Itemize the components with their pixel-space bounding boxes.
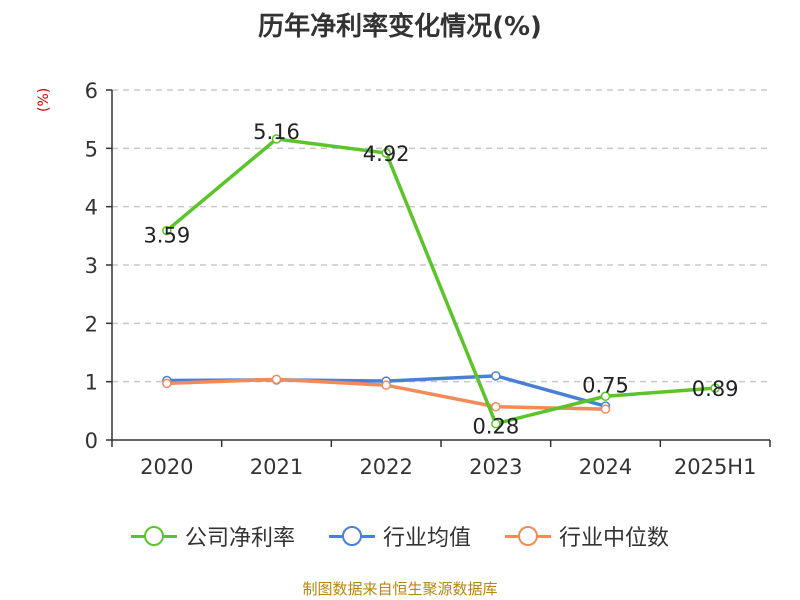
y-tick-label-4: 4 <box>85 196 98 220</box>
series-0-point-2025H1 <box>710 383 720 393</box>
legend-item-industry-median[interactable]: 行业中位数 <box>505 520 669 552</box>
data-label-2021: 5.16 <box>253 120 300 144</box>
x-tick-label-2020: 2020 <box>140 455 193 479</box>
x-tick-label-2024: 2024 <box>579 455 632 479</box>
series-line-0 <box>165 137 716 426</box>
data-label-2023: 0.28 <box>472 415 519 439</box>
legend-item-company[interactable]: 公司净利率 <box>130 520 295 552</box>
series-0-point-2022 <box>381 148 391 158</box>
legend: 公司净利率 行业均值 行业中位数 <box>0 520 800 552</box>
y-tick-label-5: 5 <box>85 137 98 161</box>
data-label-2022: 4.92 <box>363 142 410 166</box>
data-label-2025H1: 0.89 <box>692 377 739 401</box>
data-label-2024: 0.75 <box>582 373 629 397</box>
legend-swatch-industry-median <box>505 526 551 546</box>
chart-title: 历年净利率变化情况(%) <box>258 12 542 42</box>
series-0-point-2024 <box>600 391 611 401</box>
data-source-note: 制图数据来自恒生聚源数据库 <box>302 580 498 598</box>
series-2-point-2024 <box>600 404 611 414</box>
legend-swatch-industry-mean <box>328 526 375 546</box>
y-tick-label-0: 0 <box>85 429 98 453</box>
series-0-point-2020 <box>162 225 172 236</box>
x-tick-label-2022: 2022 <box>359 455 412 479</box>
series-2-point-2022 <box>381 380 391 390</box>
legend-label-company: 公司净利率 <box>184 526 295 551</box>
series-2-point-2023 <box>491 402 501 412</box>
legend-label-industry-median: 行业中位数 <box>559 526 670 551</box>
legend-swatch-company <box>130 526 177 546</box>
series-0-point-2021 <box>271 134 282 144</box>
y-tick-label-1: 1 <box>85 371 98 395</box>
series-0-point-2023 <box>491 418 501 429</box>
x-tick-label-2025H1: 2025H1 <box>674 455 757 479</box>
x-tick-label-2021: 2021 <box>250 455 303 479</box>
legend-item-industry-mean[interactable]: 行业均值 <box>328 520 471 552</box>
series-2-point-2021 <box>271 374 282 385</box>
legend-label-industry-mean: 行业均值 <box>382 526 471 551</box>
x-tick-label-2023: 2023 <box>469 455 522 479</box>
y-tick-label-6: 6 <box>85 79 98 103</box>
y-tick-label-3: 3 <box>85 254 98 278</box>
series-1-point-2023 <box>491 371 501 381</box>
series-2-point-2020 <box>162 378 172 389</box>
y-tick-label-2: 2 <box>85 312 98 336</box>
data-label-2020: 3.59 <box>143 224 190 248</box>
